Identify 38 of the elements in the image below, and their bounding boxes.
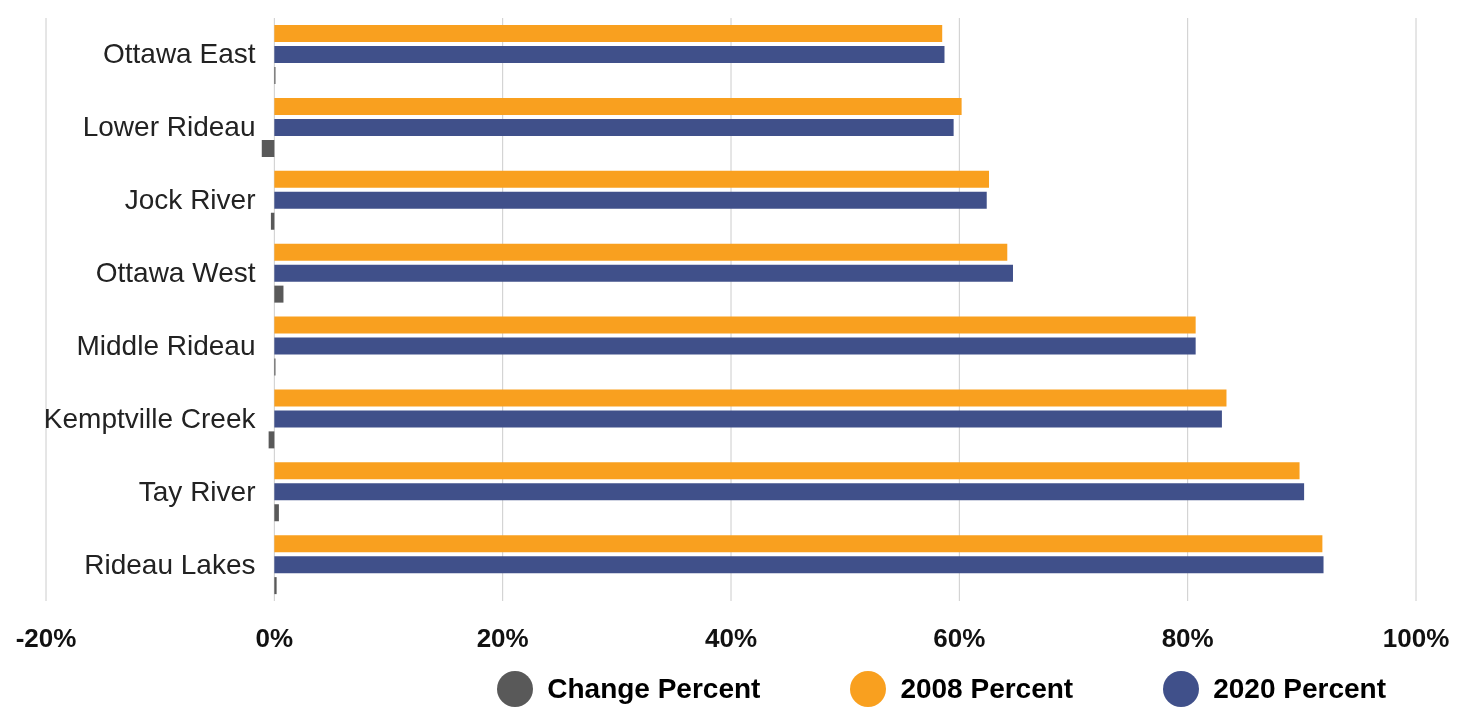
- y-tick-label: Lower Rideau: [82, 111, 256, 143]
- x-tick-label: 0%: [255, 623, 294, 654]
- y-tick-label: Tay River: [138, 475, 256, 507]
- x-tick-label: 100%: [1382, 623, 1450, 654]
- bar: [274, 389, 1227, 407]
- bar: [274, 462, 1300, 480]
- bar: [274, 97, 962, 115]
- x-tick-label: 60%: [933, 623, 986, 654]
- y-tick-label: Kemptville Creek: [43, 402, 257, 434]
- legend-label: 2020 Percent: [1212, 672, 1386, 706]
- y-tick-label: Middle Rideau: [76, 329, 256, 361]
- bar: [274, 25, 943, 42]
- bar: [274, 264, 1013, 282]
- bar: [274, 170, 990, 188]
- y-tick-label: Ottawa East: [102, 38, 256, 70]
- y-tick-label: Ottawa West: [95, 257, 256, 289]
- bar: [274, 504, 279, 522]
- x-tick-label: 40%: [704, 623, 758, 654]
- bar: [274, 556, 1324, 574]
- legend-label: 2008 Percent: [899, 672, 1074, 706]
- bar: [274, 337, 1196, 355]
- bar: [274, 316, 1196, 334]
- x-tick-label: 80%: [1161, 623, 1214, 654]
- bar: [274, 191, 987, 209]
- bar: [274, 410, 1222, 428]
- bar: [274, 46, 945, 63]
- bar: [261, 139, 275, 157]
- bar: [274, 577, 277, 595]
- y-tick-label: Jock River: [124, 184, 256, 216]
- bar: [274, 483, 1305, 501]
- bar: [274, 243, 1008, 261]
- bar: [274, 535, 1323, 553]
- x-tick-label: 20%: [476, 623, 529, 654]
- y-tick-label: Rideau Lakes: [84, 548, 256, 580]
- x-tick-label: -20%: [15, 623, 77, 654]
- bar: [274, 285, 284, 303]
- legend-label: Change Percent: [546, 672, 761, 706]
- bar: [274, 118, 954, 136]
